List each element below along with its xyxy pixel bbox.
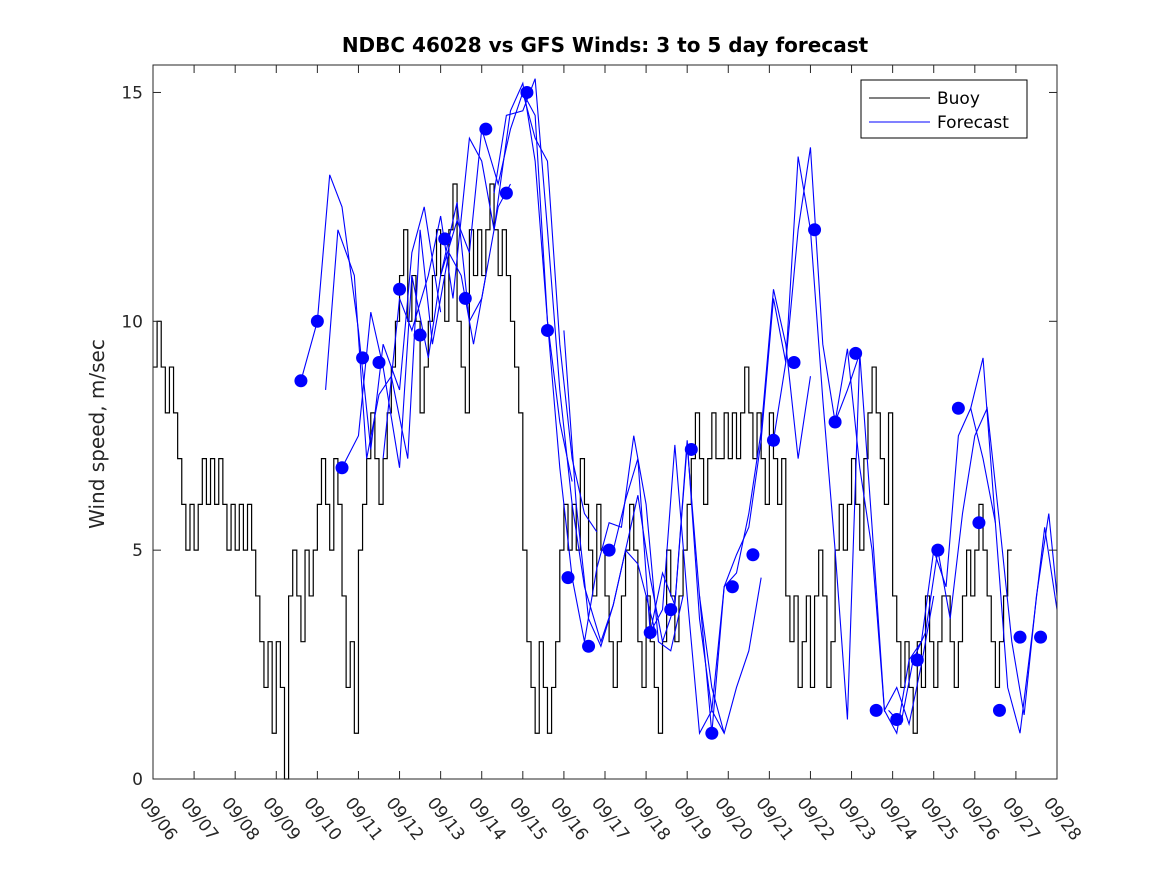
forecast-marker (746, 548, 760, 562)
chart-title: NDBC 46028 vs GFS Winds: 3 to 5 day fore… (342, 33, 869, 57)
forecast-marker (808, 223, 822, 237)
forecast-marker (684, 442, 698, 456)
forecast-run-line-11 (698, 156, 861, 734)
forecast-run-line-10 (649, 289, 811, 736)
forecast-marker (725, 580, 739, 594)
y-tick-label: 0 (132, 770, 143, 790)
forecast-marker (602, 543, 616, 557)
plot-area (152, 64, 1058, 780)
forecast-marker (910, 653, 924, 667)
forecast-run-line-15 (970, 408, 1058, 734)
forecast-run-line-7 (522, 92, 684, 652)
forecast-series (300, 78, 1058, 736)
forecast-marker (828, 415, 842, 429)
forecast-marker (540, 323, 554, 337)
forecast-marker (294, 374, 308, 388)
forecast-run-line-13 (834, 348, 996, 735)
forecast-marker (992, 703, 1006, 717)
forecast-marker (438, 232, 452, 246)
forecast-marker (766, 433, 780, 447)
forecast-marker (335, 461, 349, 475)
forecast-marker (705, 726, 719, 740)
y-tick-label: 15 (121, 83, 143, 103)
forecast-run-line-2 (325, 229, 487, 459)
legend: Buoy Forecast (860, 79, 1028, 139)
y-axis-label: Wind speed, m/sec (85, 339, 109, 529)
forecast-marker (479, 122, 493, 136)
forecast-marker (356, 351, 370, 365)
y-tick-label: 10 (121, 312, 143, 332)
forecast-marker (310, 314, 324, 328)
forecast-marker (520, 85, 534, 99)
forecast-marker (869, 703, 883, 717)
forecast-marker (499, 186, 513, 200)
forecast-run-line-9 (612, 440, 762, 735)
forecast-marker (664, 603, 678, 617)
forecast-run-line-4 (382, 81, 573, 482)
forecast-run-line-8 (563, 330, 725, 734)
forecast-marker (561, 571, 575, 585)
legend-forecast-label: Forecast (937, 113, 1009, 133)
forecast-marker (849, 346, 863, 360)
forecast-markers (294, 85, 1048, 740)
forecast-marker (931, 543, 945, 557)
forecast-marker (393, 282, 407, 296)
y-tick-label: 5 (132, 541, 143, 561)
forecast-marker (458, 291, 472, 305)
legend-buoy-label: Buoy (937, 89, 980, 109)
forecast-marker (1013, 630, 1027, 644)
plot-background (153, 65, 1057, 779)
forecast-run-line-3 (341, 183, 511, 469)
forecast-marker (972, 516, 986, 530)
forecast-marker (1034, 630, 1048, 644)
legend-box (860, 79, 1028, 139)
forecast-marker (413, 328, 427, 342)
forecast-marker (582, 639, 596, 653)
forecast-marker (951, 401, 965, 415)
forecast-marker (890, 713, 904, 726)
forecast-marker (643, 626, 657, 640)
forecast-run-line-1 (300, 174, 442, 450)
forecast-marker (787, 356, 801, 369)
forecast-run-line-12 (772, 147, 935, 727)
forecast-marker (372, 356, 386, 369)
